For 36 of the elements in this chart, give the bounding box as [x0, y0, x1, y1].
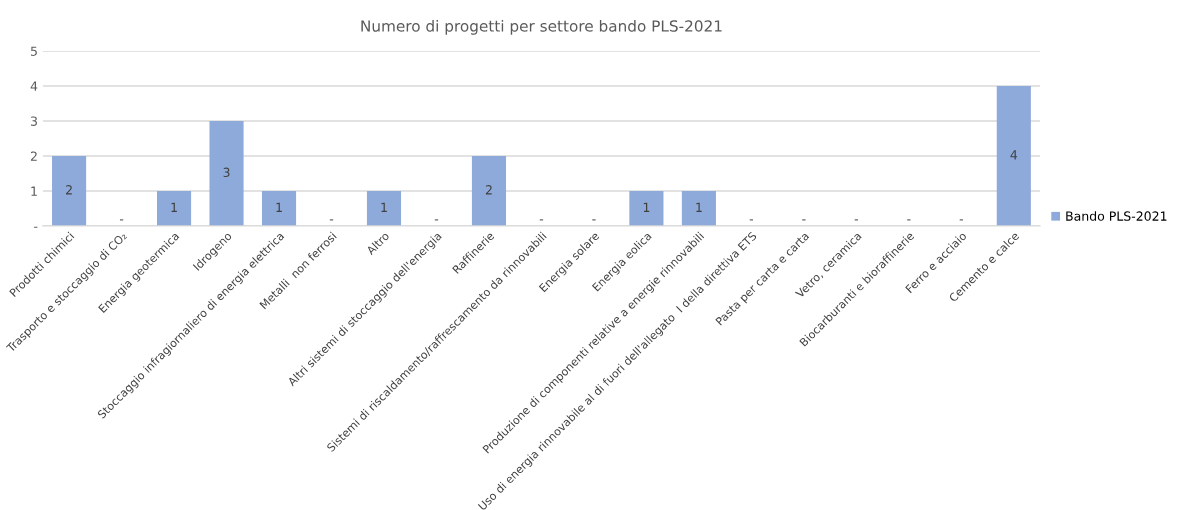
data-label: 1: [381, 202, 387, 212]
data-label: -: [119, 219, 124, 221]
bar: [157, 190, 192, 226]
data-label: 1: [171, 202, 177, 212]
bar: [209, 120, 244, 226]
y-tick-label: 1: [31, 186, 37, 196]
data-label: -: [539, 219, 544, 221]
data-label: 2: [66, 185, 72, 195]
bar: [996, 85, 1031, 226]
data-label: -: [434, 219, 439, 221]
y-tick-label: 3: [30, 116, 37, 126]
bar: [471, 155, 507, 226]
bar: [261, 190, 297, 226]
y-tick-label: 4: [30, 81, 38, 91]
data-label: 1: [276, 202, 282, 212]
data-label: 4: [1010, 150, 1018, 160]
data-label: -: [959, 219, 963, 221]
data-label: -: [802, 219, 806, 221]
bar: [681, 190, 716, 226]
data-label: -: [907, 219, 911, 221]
data-label: 2: [485, 185, 492, 195]
y-tick-label: -: [34, 226, 38, 228]
data-label: -: [854, 219, 859, 221]
data-label: 1: [696, 202, 702, 212]
data-label: -: [592, 219, 596, 221]
y-tick-label: 5: [30, 46, 37, 56]
y-tick-label: 2: [30, 151, 37, 161]
data-label: 3: [223, 167, 230, 178]
bar: [629, 190, 664, 226]
data-label: 1: [643, 202, 650, 212]
bar: [366, 190, 402, 226]
data-label: -: [749, 219, 754, 221]
bar: [52, 155, 87, 226]
data-label: -: [329, 219, 334, 221]
chart-title: Numero di progetti per settore bando PLS-2021: [361, 19, 722, 35]
legend-label: Bando PLS-2021: [1066, 211, 1167, 221]
